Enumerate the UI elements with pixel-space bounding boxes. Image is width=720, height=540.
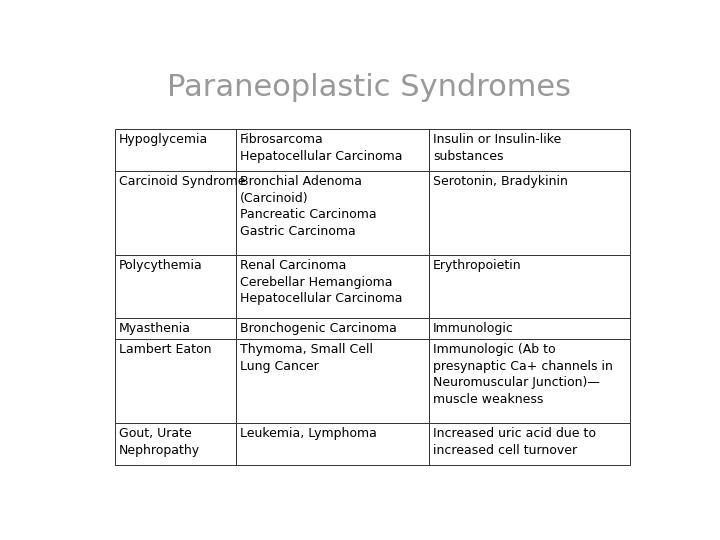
Bar bbox=[115, 171, 236, 255]
Bar bbox=[236, 423, 429, 465]
Bar bbox=[236, 339, 429, 423]
Bar bbox=[236, 318, 429, 339]
Text: Fibrosarcoma
Hepatocellular Carcinoma: Fibrosarcoma Hepatocellular Carcinoma bbox=[240, 133, 402, 163]
Bar bbox=[236, 171, 429, 255]
Bar bbox=[115, 339, 236, 423]
Text: Renal Carcinoma
Cerebellar Hemangioma
Hepatocellular Carcinoma: Renal Carcinoma Cerebellar Hemangioma He… bbox=[240, 259, 402, 305]
Bar bbox=[429, 129, 630, 171]
Text: Paraneoplastic Syndromes: Paraneoplastic Syndromes bbox=[167, 73, 571, 102]
Text: Carcinoid Syndrome: Carcinoid Syndrome bbox=[119, 176, 246, 188]
Bar bbox=[115, 318, 236, 339]
Bar bbox=[429, 339, 630, 423]
Text: Immunologic (Ab to
presynaptic Ca+ channels in
Neuromuscular Junction)—
muscle w: Immunologic (Ab to presynaptic Ca+ chann… bbox=[433, 343, 613, 406]
Text: Polycythemia: Polycythemia bbox=[119, 259, 203, 272]
Text: Insulin or Insulin-like
substances: Insulin or Insulin-like substances bbox=[433, 133, 562, 163]
Text: Gout, Urate
Nephropathy: Gout, Urate Nephropathy bbox=[119, 427, 200, 456]
Text: Leukemia, Lymphoma: Leukemia, Lymphoma bbox=[240, 427, 377, 440]
Text: Immunologic: Immunologic bbox=[433, 322, 514, 335]
Text: Thymoma, Small Cell
Lung Cancer: Thymoma, Small Cell Lung Cancer bbox=[240, 343, 373, 373]
Bar bbox=[115, 129, 236, 171]
Bar bbox=[236, 255, 429, 318]
Bar bbox=[429, 171, 630, 255]
Text: Increased uric acid due to
increased cell turnover: Increased uric acid due to increased cel… bbox=[433, 427, 596, 456]
Bar bbox=[115, 423, 236, 465]
Text: Erythropoietin: Erythropoietin bbox=[433, 259, 522, 272]
Bar bbox=[115, 255, 236, 318]
Text: Lambert Eaton: Lambert Eaton bbox=[119, 343, 212, 356]
Bar bbox=[236, 129, 429, 171]
Text: Bronchial Adenoma
(Carcinoid)
Pancreatic Carcinoma
Gastric Carcinoma: Bronchial Adenoma (Carcinoid) Pancreatic… bbox=[240, 176, 377, 238]
Text: Myasthenia: Myasthenia bbox=[119, 322, 191, 335]
Text: Serotonin, Bradykinin: Serotonin, Bradykinin bbox=[433, 176, 568, 188]
Text: Bronchogenic Carcinoma: Bronchogenic Carcinoma bbox=[240, 322, 397, 335]
Bar bbox=[429, 318, 630, 339]
Text: Hypoglycemia: Hypoglycemia bbox=[119, 133, 208, 146]
Bar bbox=[429, 423, 630, 465]
Bar bbox=[429, 255, 630, 318]
